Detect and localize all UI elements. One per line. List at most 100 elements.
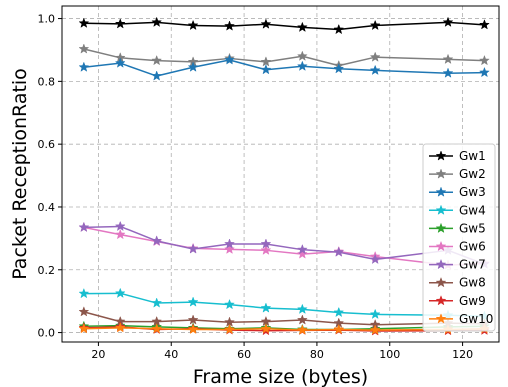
data-point xyxy=(78,61,90,72)
data-point xyxy=(224,323,235,335)
y-tick-label: 0.2 xyxy=(38,264,56,277)
legend-label: Gw7 xyxy=(459,258,486,272)
legend-label: Gw2 xyxy=(459,167,486,181)
legend-label: Gw5 xyxy=(459,221,486,235)
data-point xyxy=(333,323,345,335)
legend-label: Gw8 xyxy=(459,276,486,290)
data-point xyxy=(260,18,272,29)
data-point xyxy=(296,50,308,61)
data-point xyxy=(78,287,90,299)
legend-marker xyxy=(435,240,447,252)
data-point xyxy=(442,16,454,27)
legend-marker xyxy=(435,276,447,288)
legend-marker xyxy=(435,204,447,215)
legend-label: Gw9 xyxy=(459,294,486,308)
data-point xyxy=(369,253,381,265)
x-tick-label: 40 xyxy=(164,348,178,361)
x-tick-label: 60 xyxy=(237,348,251,361)
y-tick-label: 0.6 xyxy=(38,138,56,151)
legend-label: Gw10 xyxy=(459,312,493,326)
data-point xyxy=(260,238,272,249)
data-point xyxy=(78,17,90,28)
data-point xyxy=(151,235,163,246)
data-point xyxy=(224,243,235,254)
data-point xyxy=(114,287,126,298)
data-point xyxy=(296,21,308,32)
data-point xyxy=(369,64,381,75)
data-point xyxy=(114,18,126,29)
data-point xyxy=(479,19,490,30)
legend-marker xyxy=(435,295,447,306)
data-point xyxy=(260,244,272,255)
data-point xyxy=(296,248,308,259)
x-axis-label: Frame size (bytes) xyxy=(193,366,368,387)
data-point xyxy=(333,63,345,74)
y-tick-label: 0.8 xyxy=(38,75,56,88)
legend-item: Gw8 xyxy=(429,276,486,290)
data-point xyxy=(479,54,490,66)
plot-frame xyxy=(61,5,500,343)
x-tick-label: 20 xyxy=(91,348,105,361)
series-gw10 xyxy=(78,322,490,335)
data-point xyxy=(296,324,308,335)
data-point xyxy=(369,324,381,335)
series-line xyxy=(83,48,485,67)
x-tick-label: 120 xyxy=(452,348,473,361)
legend-marker xyxy=(435,222,447,234)
data-point xyxy=(78,43,90,54)
series-gw8 xyxy=(78,306,490,330)
legend-item: Gw7 xyxy=(429,258,486,272)
data-point xyxy=(114,57,126,68)
data-point xyxy=(479,66,490,78)
data-point xyxy=(260,56,272,67)
legend-item: Gw2 xyxy=(429,167,486,181)
data-point xyxy=(333,306,345,318)
legend-label: Gw3 xyxy=(459,185,486,199)
data-point xyxy=(296,303,308,314)
data-point xyxy=(442,67,454,78)
data-point xyxy=(78,221,90,233)
data-point xyxy=(187,314,199,325)
data-point xyxy=(296,60,308,71)
data-point xyxy=(260,64,272,75)
y-axis-label: Packet ReceptionRatio xyxy=(9,68,31,280)
series-gw3 xyxy=(78,54,490,81)
legend-label: Gw6 xyxy=(459,240,486,254)
data-point xyxy=(187,61,199,72)
legend-marker xyxy=(435,168,447,179)
data-point xyxy=(187,323,199,335)
data-point xyxy=(260,323,272,334)
data-point xyxy=(114,220,126,232)
data-point xyxy=(224,238,235,249)
data-point xyxy=(369,19,381,31)
data-point xyxy=(187,243,199,254)
legend-item: Gw5 xyxy=(429,221,486,235)
series-line xyxy=(83,59,485,77)
legend-item: Gw4 xyxy=(429,203,486,217)
data-point xyxy=(369,51,381,62)
data-point xyxy=(224,20,235,31)
data-point xyxy=(151,323,163,334)
series-gw1 xyxy=(78,16,490,35)
data-point xyxy=(78,306,90,317)
legend-item: Gw9 xyxy=(429,294,486,308)
data-point xyxy=(224,298,235,310)
data-point xyxy=(151,297,163,308)
y-tick-label: 0.0 xyxy=(38,327,56,340)
data-point xyxy=(187,296,199,307)
x-tick-label: 100 xyxy=(379,348,400,361)
data-point xyxy=(260,302,272,313)
data-point xyxy=(296,314,308,325)
data-point xyxy=(442,53,454,65)
data-point xyxy=(151,16,163,27)
series-line xyxy=(83,21,485,31)
legend-item: Gw3 xyxy=(429,185,486,199)
x-tick-label: 80 xyxy=(310,348,324,361)
legend-marker xyxy=(435,150,447,161)
data-point xyxy=(333,246,345,257)
data-point xyxy=(114,228,126,240)
legend-marker xyxy=(435,313,447,324)
legend: Gw1 Gw2 Gw3 Gw4 Gw5 Gw6 Gw7 Gw8 Gw9 Gw10 xyxy=(422,143,496,332)
data-point xyxy=(369,308,381,319)
